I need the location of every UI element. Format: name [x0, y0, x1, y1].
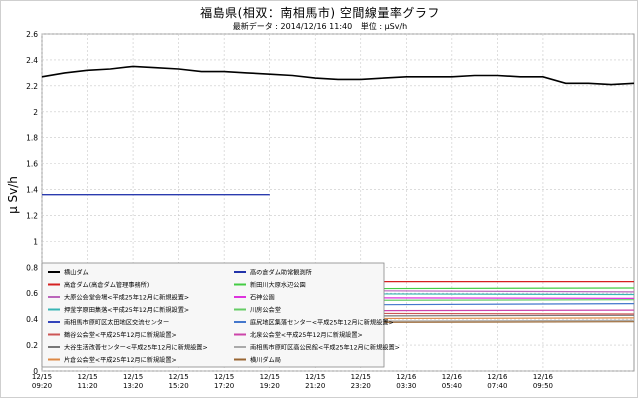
legend-label: 新田川大原水辺公園 [250, 281, 306, 289]
legend-label: 南相馬市原町区高公民館<平成25年12月に新規設置> [250, 344, 400, 352]
y-tick-label: 1.6 [26, 160, 38, 169]
legend-label: 押釜字原田集落<平成25年12月に新規設置> [64, 306, 189, 314]
legend-label: 高の倉ダム助常観測所 [250, 269, 312, 277]
y-tick-label: 0.6 [26, 289, 38, 298]
x-tick-date: 12/16 [442, 373, 463, 381]
y-tick-label: 2 [33, 108, 38, 117]
legend-label: 鶴谷公会堂<平成25年12月に新規設置> [64, 331, 177, 339]
x-tick-date: 12/15 [123, 373, 143, 381]
latest-data-label: 最新データ : 2014/12/16 11:40 [232, 22, 353, 31]
legend-label: 庭尻地区集落センター<平成25年12月に新規設置> [250, 319, 394, 327]
x-tick-date: 12/15 [351, 373, 371, 381]
legend-label: 川房公会堂 [250, 306, 281, 314]
y-tick-label: 1 [33, 237, 38, 246]
legend-label: 大原公会堂会場<平成25年12月に新規設置> [64, 294, 189, 302]
y-tick-label: 0 [33, 367, 38, 376]
chart-title: 福島県(相双：南相馬市) 空間線量率グラフ [200, 6, 440, 20]
x-tick-date: 12/15 [305, 373, 325, 381]
x-tick-date: 12/16 [487, 373, 508, 381]
x-tick-time: 11:20 [77, 382, 97, 390]
legend-label: 南相馬市原町区太田地区交流センター [64, 319, 169, 327]
series-line [41, 65, 635, 86]
x-tick-date: 12/16 [533, 373, 554, 381]
legend-label: 石神公園 [250, 294, 275, 302]
y-tick-label: 0.2 [26, 341, 38, 350]
y-tick-label: 0.8 [26, 263, 38, 272]
y-tick-label: 1.4 [26, 186, 38, 195]
x-tick-time: 23:20 [351, 382, 371, 390]
x-tick-date: 12/15 [77, 373, 97, 381]
legend-label: 片倉公会堂<平成25年12月に新規設置> [64, 356, 177, 364]
x-tick-time: 05:40 [442, 382, 462, 390]
legend-label: 高倉ダム(高倉ダム管理事務所) [64, 281, 149, 289]
x-tick-date: 12/15 [32, 373, 52, 381]
legend-label: 北泉公会堂<平成25年12月に新規設置> [250, 331, 363, 339]
y-tick-label: 0.4 [26, 315, 38, 324]
x-tick-time: 17:20 [214, 382, 234, 390]
legend-label: 大谷生活改善センター<平成25年12月に新規設置> [64, 344, 208, 352]
x-tick-time: 19:20 [260, 382, 280, 390]
x-tick-time: 15:20 [169, 382, 189, 390]
x-tick-date: 12/15 [169, 373, 189, 381]
x-tick-date: 12/15 [214, 373, 234, 381]
x-tick-time: 03:30 [396, 382, 416, 390]
unit-label: 単位 : μSv/h [360, 22, 408, 31]
y-tick-label: 1.8 [26, 134, 38, 143]
x-tick-time: 09:50 [533, 382, 553, 390]
chart-subtitle: 最新データ : 2014/12/16 11:40 単位 : μSv/h [0, 21, 640, 32]
x-tick-date: 12/15 [260, 373, 280, 381]
x-tick-time: 21:20 [305, 382, 325, 390]
x-tick-time: 13:20 [123, 382, 143, 390]
y-tick-label: 2.4 [26, 56, 38, 65]
x-tick-date: 12/16 [396, 373, 417, 381]
legend-label: 横川ダム局 [250, 356, 281, 364]
x-tick-time: 07:40 [487, 382, 507, 390]
y-tick-label: 2.2 [26, 82, 38, 91]
y-tick-label: 2.6 [26, 30, 38, 39]
legend-label: 横山ダム [64, 269, 89, 277]
legend-box [41, 262, 385, 368]
y-tick-label: 1.2 [26, 211, 38, 220]
x-tick-time: 09:20 [32, 382, 52, 390]
